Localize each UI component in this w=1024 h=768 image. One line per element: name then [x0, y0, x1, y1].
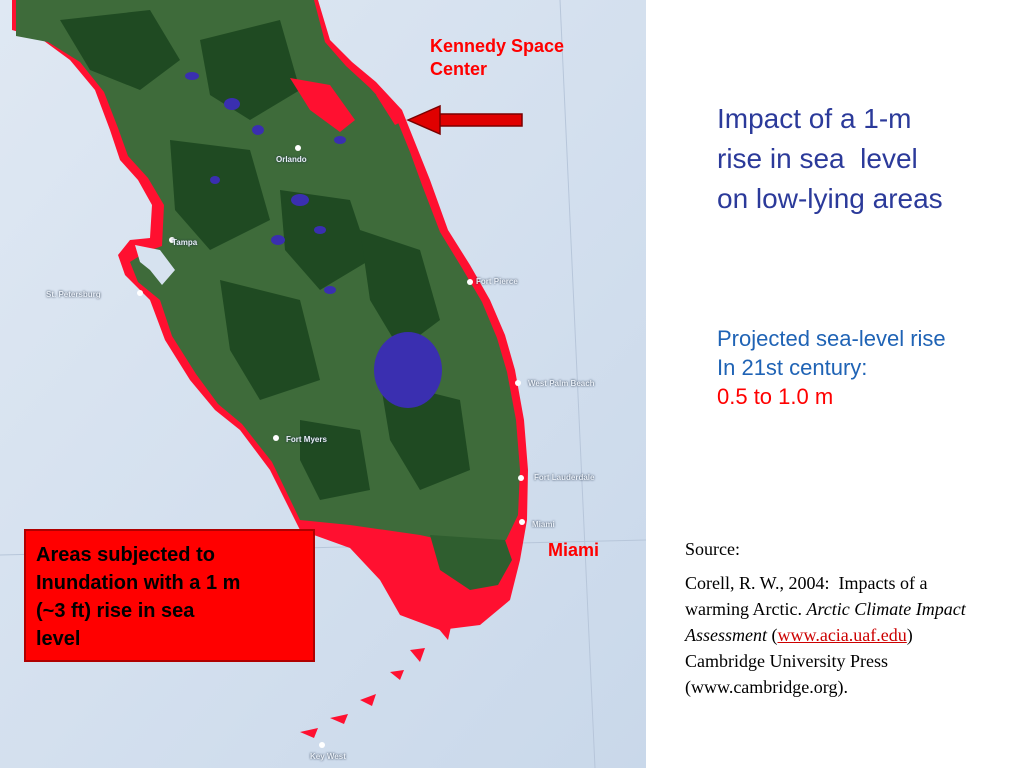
- citation-italic-title: Arctic Climate Impact Assessment: [685, 599, 966, 645]
- kennedy-inundation: [290, 78, 355, 132]
- projection-range: 0.5 to 1.0 m: [717, 384, 834, 409]
- city-label-tampa: Tampa: [172, 238, 198, 247]
- source-citation: Source: Corell, R. W., 2004: Impacts of …: [685, 536, 995, 700]
- projection-text: Projected sea-level rise In 21st century…: [717, 324, 1022, 411]
- city-label-fort-lauderdale: Fort Lauderdale: [534, 473, 595, 482]
- citation-text-1: Corell, R. W., 2004: Impacts of a warmin…: [685, 573, 932, 619]
- title-line3: on low-lying areas: [717, 183, 943, 214]
- kennedy-label-line1: Kennedy Space: [430, 36, 565, 56]
- kennedy-space-center-label: Kennedy Space Center: [430, 35, 564, 81]
- title-line2: rise in sea level: [717, 143, 918, 174]
- graticule-line: [559, 0, 596, 768]
- city-label-st-petersburg: St. Petersburg: [46, 290, 101, 299]
- title-line1: Impact of a 1-m: [717, 103, 912, 134]
- land-south: [430, 535, 512, 590]
- lakes: [185, 72, 442, 408]
- legend-line2: Inundation with a 1 m: [36, 572, 241, 594]
- map-graphic: [0, 0, 646, 768]
- projection-line2: In 21st century:: [717, 355, 868, 380]
- legend-line3: (~3 ft) rise in sea: [36, 600, 195, 622]
- city-label-orlando: Orlando: [276, 155, 307, 164]
- citation-text-2: ) Cambridge University Press (www.cambri…: [685, 625, 913, 697]
- city-label-fort-myers: Fort Myers: [286, 435, 327, 444]
- acia-link[interactable]: www.acia.uaf.edu: [777, 625, 907, 645]
- city-label-fort-pierce: Fort Pierce: [476, 277, 518, 286]
- city-label-miami-small: Miami: [532, 520, 555, 529]
- kennedy-label-line2: Center: [430, 59, 488, 79]
- lake-okeechobee: [374, 332, 442, 408]
- projection-line1: Projected sea-level rise: [717, 326, 946, 351]
- citation-paren-open: (: [771, 625, 778, 645]
- city-markers: [137, 145, 525, 748]
- slide-title: Impact of a 1-m rise in sea level on low…: [717, 99, 1017, 219]
- legend-line1: Areas subjected to: [36, 544, 215, 566]
- florida-map: Orlando Tampa St. Petersburg Fort Pierce…: [0, 0, 646, 768]
- forest-patches: [60, 10, 470, 500]
- inundation-legend: Areas subjected to Inundation with a 1 m…: [24, 529, 315, 662]
- city-label-west-palm-beach: West Palm Beach: [528, 379, 595, 388]
- kennedy-arrow: [406, 104, 523, 136]
- legend-line4: level: [36, 628, 81, 650]
- city-label-key-west: Key West: [310, 752, 346, 761]
- miami-label: Miami: [548, 540, 600, 560]
- source-label: Source:: [685, 539, 740, 559]
- tampa-bay: [135, 245, 175, 285]
- florida-keys: [300, 622, 452, 738]
